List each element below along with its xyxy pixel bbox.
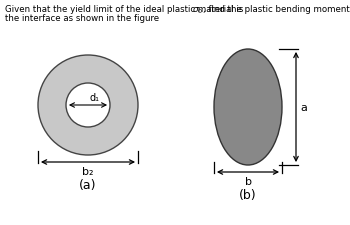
- Text: d₁: d₁: [90, 93, 100, 103]
- Ellipse shape: [214, 50, 282, 165]
- Text: Given that the yield limit of the ideal plastic material is: Given that the yield limit of the ideal …: [5, 5, 243, 14]
- Text: $\sigma_0$: $\sigma_0$: [192, 5, 203, 16]
- Text: , find the plastic bending moment of: , find the plastic bending moment of: [203, 5, 350, 14]
- Text: (b): (b): [239, 188, 257, 201]
- Text: a: a: [300, 103, 307, 112]
- Circle shape: [66, 84, 110, 127]
- Text: (a): (a): [79, 178, 97, 191]
- Text: the interface as shown in the figure: the interface as shown in the figure: [5, 14, 159, 23]
- Text: b₂: b₂: [82, 166, 94, 176]
- Circle shape: [38, 56, 138, 155]
- Text: b: b: [245, 176, 252, 186]
